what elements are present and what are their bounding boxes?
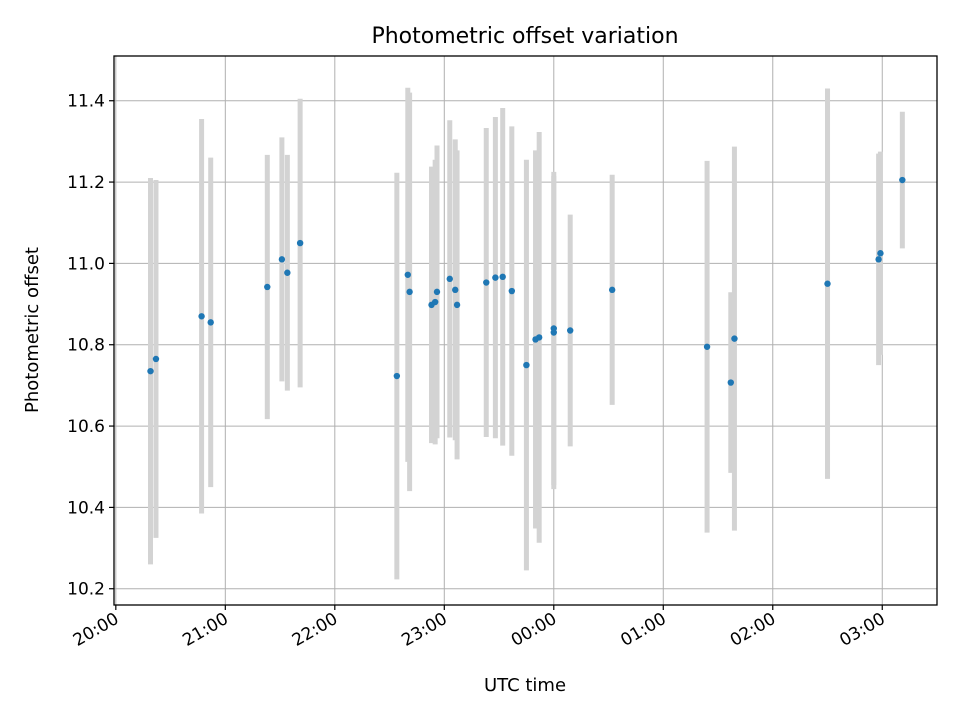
- data-point: [899, 176, 906, 184]
- y-tick-label: 11.2: [67, 173, 105, 193]
- data-point: [499, 273, 506, 281]
- data-point: [278, 256, 286, 263]
- data-point: [703, 343, 711, 350]
- y-tick-label: 10.4: [67, 498, 105, 518]
- data-point: [453, 301, 461, 309]
- plot-frame: [113, 55, 938, 606]
- data-point: [550, 329, 557, 336]
- data-point: [152, 355, 160, 363]
- y-tick-label: 11.4: [67, 92, 105, 112]
- y-tick-label: 11.0: [67, 254, 105, 274]
- data-point: [393, 372, 401, 380]
- data-point: [147, 367, 154, 375]
- y-axis-label: Photometric offset: [22, 247, 43, 413]
- data-point: [446, 275, 453, 283]
- data-point: [406, 288, 413, 296]
- data-point: [523, 361, 530, 369]
- data-point: [608, 286, 616, 294]
- data-point: [452, 286, 459, 294]
- data-point: [483, 279, 490, 286]
- data-point: [535, 334, 543, 341]
- data-point: [508, 287, 516, 295]
- data-point: [284, 269, 291, 276]
- data-point: [567, 327, 574, 334]
- y-tick-label: 10.6: [67, 417, 105, 437]
- data-point: [492, 274, 499, 281]
- data-point: [404, 271, 411, 278]
- y-tick-label: 10.2: [67, 580, 105, 600]
- data-point: [431, 298, 439, 306]
- data-point: [198, 313, 205, 320]
- x-axis-label: UTC time: [484, 675, 566, 696]
- chart-title: Photometric offset variation: [371, 24, 678, 49]
- y-tick-label: 10.8: [67, 336, 105, 356]
- data-point: [433, 288, 441, 296]
- data-point: [877, 250, 884, 257]
- data-point: [296, 239, 304, 247]
- data-point: [207, 319, 214, 326]
- data-point: [824, 280, 831, 287]
- data-point: [727, 379, 734, 386]
- data-point: [875, 256, 882, 263]
- point-layer: [147, 176, 906, 386]
- data-point: [731, 335, 738, 342]
- data-point: [264, 283, 271, 291]
